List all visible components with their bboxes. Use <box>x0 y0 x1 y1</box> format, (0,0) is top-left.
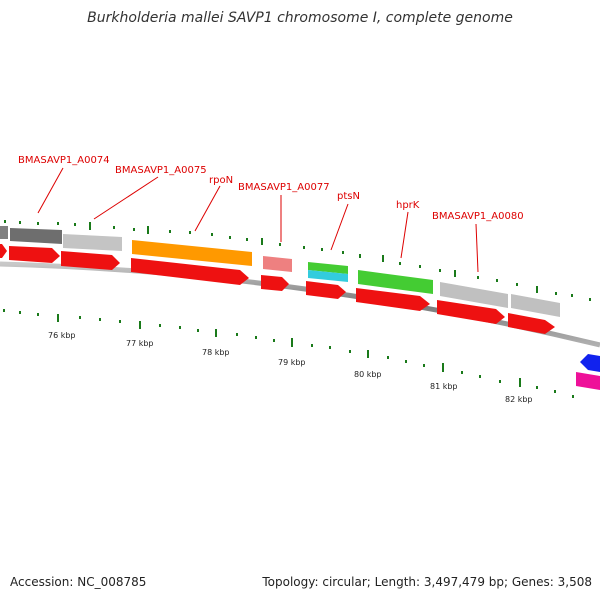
gene-label-a0075[interactable]: BMASAVP1_A0075 <box>115 165 207 176</box>
cds-arrow[interactable] <box>9 246 60 263</box>
map-title: Burkholderia mallei SAVP1 chromosome I, … <box>87 10 513 26</box>
gene-track <box>0 226 560 317</box>
gene-arrow-blue[interactable] <box>580 354 600 372</box>
gene-label-ptsn[interactable]: ptsN <box>337 191 360 202</box>
cds-arrow[interactable] <box>356 288 430 311</box>
scale-label-79kbp: 79 kbp <box>278 358 306 367</box>
gene-label-a0077[interactable]: BMASAVP1_A0077 <box>238 182 330 193</box>
gene-bar-a0075[interactable] <box>63 234 122 251</box>
leader-lines <box>37 167 479 273</box>
genome-backbone <box>0 261 600 348</box>
cds-arrow[interactable] <box>61 251 120 270</box>
gene-bar-hprk[interactable] <box>358 270 433 294</box>
gene-label-a0080[interactable]: BMASAVP1_A0080 <box>432 211 524 222</box>
inner-tick-track <box>3 309 574 398</box>
gene-bar-left-gray[interactable] <box>0 226 8 239</box>
gene-bar-ptsn-cyan[interactable] <box>308 270 348 282</box>
cds-track <box>0 244 555 334</box>
gene-bar-rpon[interactable] <box>132 240 252 266</box>
gene-label-hprk[interactable]: hprK <box>396 200 420 211</box>
scale-label-76kbp: 76 kbp <box>48 331 76 340</box>
scale-label-82kbp: 82 kbp <box>505 395 533 404</box>
gene-bar-a0074[interactable] <box>10 228 62 244</box>
scale-label-77kbp: 77 kbp <box>126 339 154 348</box>
scale-label-80kbp: 80 kbp <box>354 370 382 379</box>
scale-label-78kbp: 78 kbp <box>202 348 230 357</box>
outer-tick-track <box>4 220 591 301</box>
gene-bar-a0080[interactable] <box>440 282 508 308</box>
gene-bar-magenta[interactable] <box>576 372 600 390</box>
scale-label-81kbp: 81 kbp <box>430 382 458 391</box>
gene-bar-right-gray[interactable] <box>511 294 560 317</box>
gene-label-a0074[interactable]: BMASAVP1_A0074 <box>18 155 110 166</box>
topology-text: Topology: circular; Length: 3,497,479 bp… <box>262 575 592 589</box>
gene-label-rpon[interactable]: rpoN <box>209 175 233 186</box>
cds-arrow[interactable] <box>261 275 289 291</box>
cds-arrow[interactable] <box>0 244 7 258</box>
cds-arrow[interactable] <box>306 281 346 299</box>
cds-arrow[interactable] <box>437 300 505 324</box>
cds-arrow[interactable] <box>508 313 555 334</box>
gene-bar-a0077[interactable] <box>263 256 292 272</box>
cds-arrow[interactable] <box>131 258 249 285</box>
accession-text: Accession: NC_008785 <box>10 575 147 589</box>
